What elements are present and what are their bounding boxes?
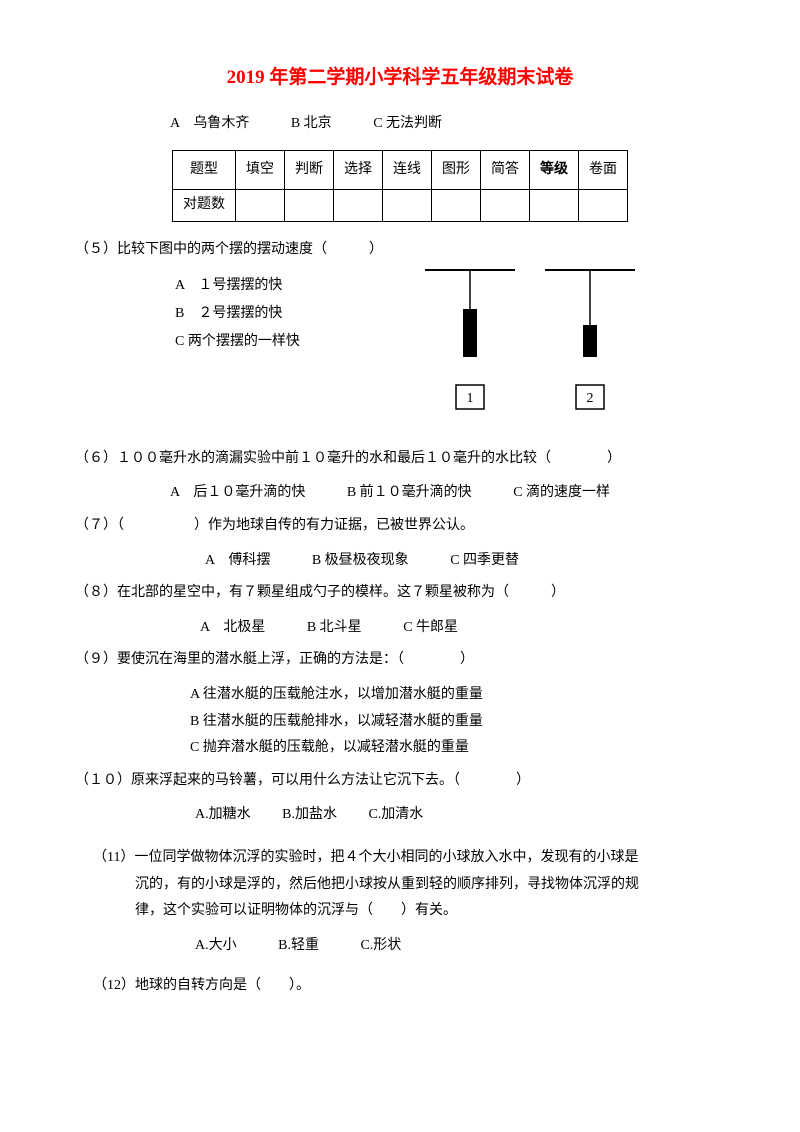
th-judge: 判断 <box>285 150 334 190</box>
table-header-row: 题型 填空 判断 选择 连线 图形 简答 等级 卷面 <box>173 150 628 190</box>
q9-text: （９）要使沉在海里的潜水艇上浮，正确的方法是：（ ） <box>75 647 725 674</box>
q7-options: A 傅科摆 B 极昼极夜现象 C 四季更替 <box>205 548 725 575</box>
q10-options: A.加糖水 B.加盐水 C.加清水 <box>195 802 725 829</box>
q6-b: B 前１０毫升滴的快 <box>347 485 472 500</box>
q7-b: B 极昼极夜现象 <box>312 553 409 568</box>
q9-b: B 往潜水艇的压载舱排水，以减轻潜水艇的重量 <box>190 709 725 736</box>
q4-b: B 北京 <box>291 116 332 131</box>
q11-options: A.大小 B.轻重 C.形状 <box>195 933 725 960</box>
q9-c: C 抛弃潜水艇的压载舱，以减轻潜水艇的重量 <box>190 735 725 762</box>
th-type: 题型 <box>173 150 236 190</box>
q8-options: A 北极星 B 北斗星 C 牛郎星 <box>200 615 725 642</box>
q6-a: A 后１０毫升滴的快 <box>170 485 305 500</box>
q7-text: （７）（ ）作为地球自传的有力证据，已被世界公认。 <box>75 513 725 540</box>
q11-c: C.形状 <box>360 938 401 953</box>
q10-a: A.加糖水 <box>195 807 251 822</box>
q6-text: （６）１００毫升水的滴漏实验中前１０毫升的水和最后１０毫升的水比较（ ） <box>75 446 725 473</box>
th-fill: 填空 <box>236 150 285 190</box>
q8-a: A 北极星 <box>200 620 265 635</box>
q10-text: （１０）原来浮起来的马铃薯，可以用什么方法让它沉下去。（ ） <box>75 768 725 795</box>
th-short: 简答 <box>481 150 530 190</box>
th-grade: 等级 <box>530 150 579 190</box>
th-choice: 选择 <box>334 150 383 190</box>
q9-a: A 往潜水艇的压载舱注水，以增加潜水艇的重量 <box>190 682 725 709</box>
td-label: 对题数 <box>173 190 236 222</box>
q5-text: （５）比较下图中的两个摆的摆动速度（ ） <box>75 237 725 264</box>
q5-block: A １号摆摆的快 B ２号摆摆的快 C 两个摆摆的一样快 1 2 <box>75 272 725 426</box>
pendulum-label-2: 2 <box>587 391 594 406</box>
q4-c: C 无法判断 <box>373 116 442 131</box>
q8-text: （８）在北部的星空中，有７颗星组成勺子的模样。这７颗星被称为（ ） <box>75 580 725 607</box>
pendulum-label-1: 1 <box>467 391 474 406</box>
q8-c: C 牛郎星 <box>403 620 458 635</box>
q11-l3: 律，这个实验可以证明物体的沉浮与（ ）有关。 <box>135 898 725 925</box>
q6-c: C 滴的速度一样 <box>513 485 610 500</box>
score-table: 题型 填空 判断 选择 连线 图形 简答 等级 卷面 对题数 <box>172 150 628 223</box>
q9-options: A 往潜水艇的压载舱注水，以增加潜水艇的重量 B 往潜水艇的压载舱排水，以减轻潜… <box>190 682 725 762</box>
q12-text: （12）地球的自转方向是（ ）。 <box>93 973 725 1000</box>
q11-l1: （11）一位同学做物体沉浮的实验时，把４个大小相同的小球放入水中，发现有的小球是 <box>93 845 725 872</box>
q7-c: C 四季更替 <box>450 553 519 568</box>
q7-a: A 傅科摆 <box>205 553 270 568</box>
q11-a: A.大小 <box>195 938 237 953</box>
th-link: 连线 <box>383 150 432 190</box>
q11-l2: 沉的，有的小球是浮的，然后他把小球按从重到轻的顺序排列，寻找物体沉浮的规 <box>135 872 725 899</box>
q10-c: C.加清水 <box>368 807 423 822</box>
q11-b: B.轻重 <box>278 938 319 953</box>
table-data-row: 对题数 <box>173 190 628 222</box>
q11: （11）一位同学做物体沉浮的实验时，把４个大小相同的小球放入水中，发现有的小球是… <box>93 845 725 925</box>
q8-b: B 北斗星 <box>307 620 362 635</box>
th-shape: 图形 <box>432 150 481 190</box>
q4-options: A 乌鲁木齐 B 北京 C 无法判断 <box>170 111 725 138</box>
th-paper: 卷面 <box>579 150 628 190</box>
q6-options: A 后１０毫升滴的快 B 前１０毫升滴的快 C 滴的速度一样 <box>170 480 725 507</box>
page-title: 2019 年第二学期小学科学五年级期末试卷 <box>75 60 725 96</box>
q4-a: A 乌鲁木齐 <box>170 116 249 131</box>
pendulum-diagram: 1 2 <box>420 267 640 422</box>
q10-b: B.加盐水 <box>282 807 337 822</box>
